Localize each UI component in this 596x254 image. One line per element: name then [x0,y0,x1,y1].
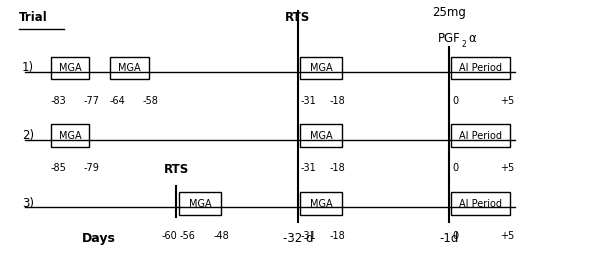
FancyBboxPatch shape [451,192,510,215]
Text: 2: 2 [461,40,466,49]
FancyBboxPatch shape [300,57,342,79]
Text: MGA: MGA [310,199,333,209]
Text: -18: -18 [330,96,345,106]
Text: 25mg: 25mg [432,6,466,19]
Text: +5: +5 [499,230,514,241]
Text: -31: -31 [300,163,316,173]
FancyBboxPatch shape [51,57,89,79]
Text: MGA: MGA [58,63,81,73]
Text: -60: -60 [162,230,177,241]
Text: MGA: MGA [310,63,333,73]
Text: RTS: RTS [285,11,311,24]
Text: MGA: MGA [310,131,333,141]
Text: AI Period: AI Period [459,63,502,73]
Text: -56: -56 [179,230,195,241]
Text: α: α [468,31,476,44]
Text: -31: -31 [300,96,316,106]
FancyBboxPatch shape [300,124,342,147]
Text: AI Period: AI Period [459,131,502,141]
Text: -79: -79 [83,163,99,173]
Text: 3): 3) [22,197,34,210]
Text: +5: +5 [499,163,514,173]
Text: 0: 0 [452,96,458,106]
Text: Days: Days [82,232,116,245]
Text: +5: +5 [499,96,514,106]
Text: 0: 0 [452,230,458,241]
Text: Trial: Trial [19,11,48,24]
Text: -1d: -1d [440,232,459,245]
Text: MGA: MGA [118,63,141,73]
Text: MGA: MGA [58,131,81,141]
FancyBboxPatch shape [300,192,342,215]
Text: -77: -77 [83,96,100,106]
Text: 2): 2) [22,129,35,142]
Text: -85: -85 [51,163,67,173]
FancyBboxPatch shape [179,192,221,215]
Text: -18: -18 [330,163,345,173]
Text: -32 d: -32 d [283,232,313,245]
Text: -64: -64 [110,96,126,106]
Text: MGA: MGA [189,199,212,209]
Text: -18: -18 [330,230,345,241]
Text: -31: -31 [300,230,316,241]
Text: -83: -83 [51,96,66,106]
Text: AI Period: AI Period [459,199,502,209]
FancyBboxPatch shape [451,124,510,147]
Text: RTS: RTS [164,163,189,176]
Text: -58: -58 [142,96,159,106]
FancyBboxPatch shape [451,57,510,79]
FancyBboxPatch shape [110,57,148,79]
Text: PGF: PGF [437,31,460,44]
FancyBboxPatch shape [51,124,89,147]
Text: -48: -48 [214,230,229,241]
Text: 0: 0 [452,163,458,173]
Text: 1): 1) [22,61,35,74]
